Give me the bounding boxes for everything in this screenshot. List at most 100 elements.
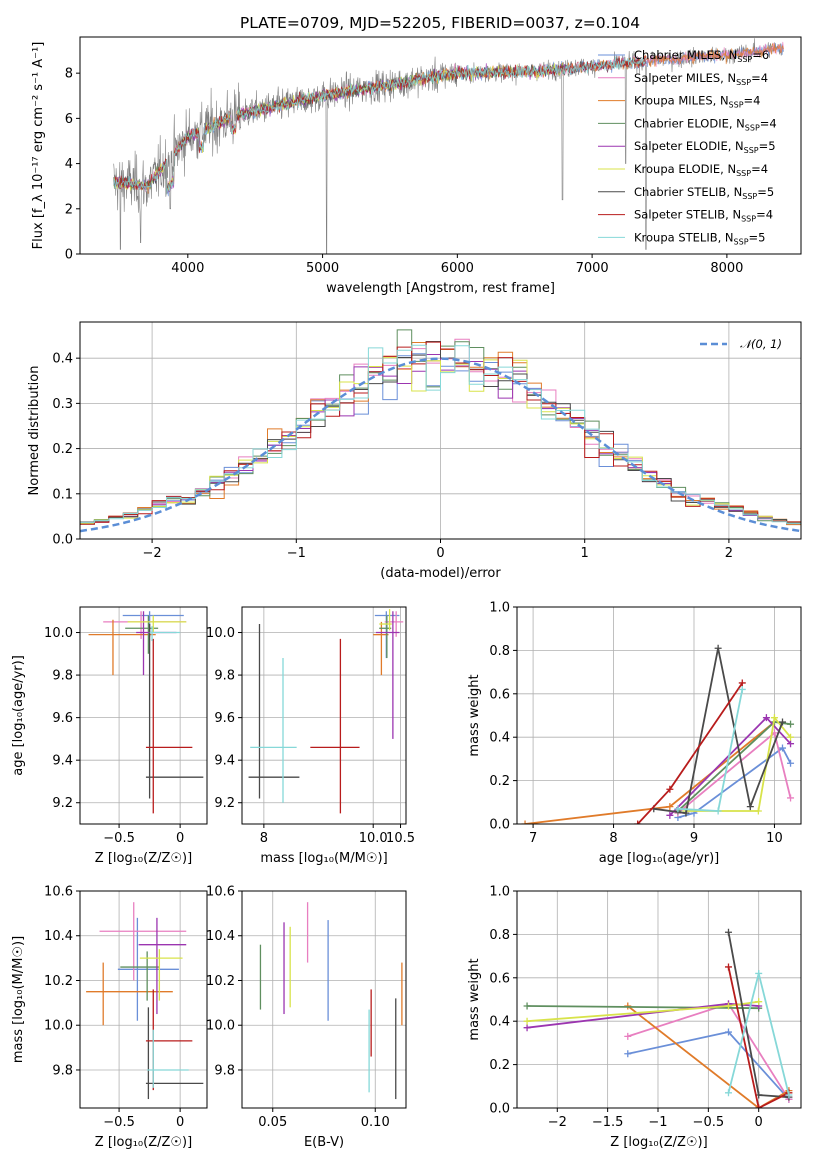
marker-kroupa-stelib (714, 807, 722, 815)
plot-area (521, 644, 795, 824)
x-tick-label: 10.0 (359, 831, 388, 846)
axes-frame (241, 606, 407, 825)
marker-kroupa-miles (666, 803, 674, 811)
legend-text: Chabrier MILES, N (634, 48, 737, 62)
legend-text: Kroupa MILES, N (634, 94, 729, 108)
y-tick-label: 2 (65, 202, 73, 217)
marker-chabrier-stelib (746, 803, 754, 811)
marker-kroupa-elodie (724, 1002, 732, 1010)
x-axis-label: Z [log₁₀(Z/Z☉)] (610, 1135, 707, 1150)
x-tick-label: −0.5 (103, 831, 135, 846)
x-tick-label: 8 (609, 831, 617, 846)
x-tick-label: 9 (690, 831, 698, 846)
legend-subscript: SSP (737, 55, 752, 64)
plot-area (80, 329, 801, 533)
marker-chabrier-miles (724, 1028, 732, 1036)
marker-chabrier-stelib (778, 718, 786, 726)
y-tick-label: 9.8 (52, 1063, 73, 1078)
y-tick-label: 10.0 (44, 1019, 73, 1034)
x-tick-label: 0 (176, 1115, 184, 1130)
marker-salpeter-elodie (762, 714, 770, 722)
marker-kroupa-elodie (787, 733, 795, 741)
legend-subscript: SSP (736, 78, 751, 87)
legend-value: =4 (756, 208, 773, 222)
spectrum-model-salpeter-stelib (113, 55, 647, 190)
y-tick-label: 8 (65, 67, 73, 82)
y-tick-label: 10.0 (44, 626, 73, 641)
legend-text: Salpeter STELIB, N (634, 208, 741, 222)
marker-kroupa-miles (521, 820, 529, 824)
marker-chabrier-stelib (714, 644, 722, 652)
spectrum-model-chabrier-elodie (113, 62, 566, 192)
legend-subscript: SSP (729, 101, 744, 110)
y-tick-label: 10.4 (206, 929, 235, 944)
marker-salpeter-elodie (666, 811, 674, 819)
y-axis-label: Flux [f_λ 10⁻¹⁷ erg cm⁻² s⁻¹ A⁻¹] (31, 42, 46, 250)
marker-salpeter-stelib (738, 679, 746, 687)
legend-subscript: SSP (742, 192, 757, 201)
legend-label-chabrier-elodie: Chabrier ELODIE, NSSP=4 (634, 116, 777, 132)
y-tick-label: 1.0 (489, 601, 510, 616)
y-tick-label: 0.6 (489, 687, 510, 702)
legend-value: =4 (744, 94, 761, 108)
chart-age-vs-Z: −0.5 0 9.2 9.4 9.6 9.8 10.0 Z [log₁₀(Z/Z☉)] age … (11, 606, 208, 866)
x-axis-label: (data-model)/error (380, 566, 501, 581)
marker-kroupa-elodie (523, 1017, 531, 1025)
axes-frame (79, 890, 208, 1109)
y-tick-label: 0.4 (52, 352, 73, 367)
y-tick-label: 0.6 (489, 971, 510, 986)
marker-kroupa-stelib (755, 969, 763, 977)
legend-text: Salpeter ELODIE, N (634, 139, 744, 153)
x-axis-label: wavelength [Angstrom, rest frame] (326, 281, 555, 296)
y-tick-label: 9.8 (214, 669, 235, 684)
legend-text: Chabrier ELODIE, N (634, 116, 745, 130)
legend-label-kroupa-elodie: Kroupa ELODIE, NSSP=4 (634, 162, 768, 178)
axes-frame (241, 890, 407, 1109)
legend-text: Salpeter MILES, N (634, 71, 736, 85)
axes-frame (516, 606, 802, 825)
marker-salpeter-elodie (787, 740, 795, 748)
x-tick-label: 5000 (306, 261, 339, 276)
marker-chabrier-stelib (724, 928, 732, 936)
legend-value: =6 (752, 48, 769, 62)
x-tick-label: −0.5 (693, 1115, 725, 1130)
y-tick-label: 6 (65, 112, 73, 127)
legend-label-kroupa-stelib: Kroupa STELIB, NSSP=5 (634, 230, 765, 246)
y-tick-label: 0.2 (489, 774, 510, 789)
x-tick-label: 0.05 (258, 1115, 287, 1130)
x-tick-label: 10.5 (386, 831, 415, 846)
marker-kroupa-stelib (785, 1091, 793, 1099)
legend-text: Kroupa ELODIE, N (634, 162, 736, 176)
marker-salpeter-elodie (523, 1024, 531, 1032)
x-tick-label: 0 (176, 831, 184, 846)
y-tick-label: 9.6 (214, 711, 235, 726)
marker-salpeter-miles (787, 794, 795, 802)
marker-chabrier-elodie (523, 1002, 531, 1010)
y-tick-label: 0.4 (489, 1015, 510, 1030)
plot-area (88, 611, 204, 814)
x-tick-label: 0 (755, 1115, 763, 1130)
y-tick-label: 0.8 (489, 928, 510, 943)
x-tick-label: 8 (260, 831, 268, 846)
x-tick-label: 2 (725, 546, 733, 561)
y-tick-label: 9.4 (52, 754, 73, 769)
x-axis-label: mass [log₁₀(M/M☉)] (260, 851, 387, 866)
spectrum-model-salpeter-elodie (113, 63, 566, 194)
x-tick-label: −2 (548, 1115, 567, 1130)
y-tick-label: 0.0 (52, 533, 73, 548)
y-tick-label: 0.8 (489, 644, 510, 659)
marker-salpeter-stelib (634, 820, 642, 824)
x-tick-label: −2 (143, 546, 162, 561)
y-tick-label: 10.6 (206, 885, 235, 900)
marker-kroupa-stelib (724, 1089, 732, 1097)
chart-spectrum: 4000 5000 6000 7000 8000 0 2 4 6 8 wavelength [Ang… (31, 36, 802, 296)
marker-kroupa-miles (624, 1002, 632, 1010)
axes-frame (79, 606, 208, 825)
x-tick-label: 0.10 (361, 1115, 390, 1130)
y-tick-label: 0.1 (52, 487, 73, 502)
plot-area (113, 38, 784, 254)
legend-value: =5 (757, 185, 774, 199)
marker-chabrier-miles (624, 1050, 632, 1058)
y-tick-label: 9.8 (214, 1063, 235, 1078)
